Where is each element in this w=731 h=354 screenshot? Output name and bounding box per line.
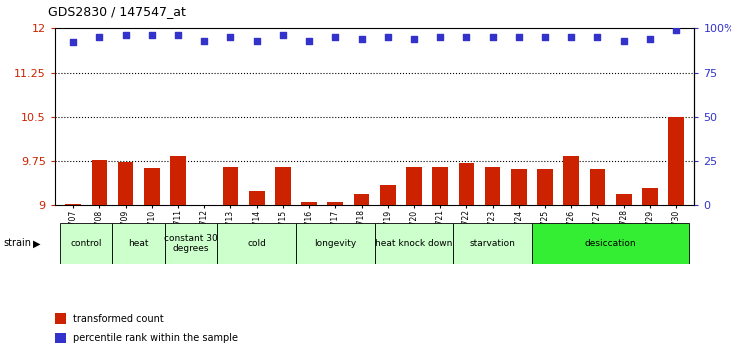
FancyBboxPatch shape (217, 223, 296, 264)
Bar (590, 169, 605, 205)
Point (408, 36, 420, 42)
Bar (380, 185, 395, 205)
Bar (432, 167, 448, 205)
Bar (249, 190, 265, 205)
Point (539, 34, 551, 40)
Bar (511, 169, 526, 205)
Text: transformed count: transformed count (73, 314, 164, 324)
Bar (170, 156, 186, 205)
Point (565, 34, 577, 40)
Text: desiccation: desiccation (585, 239, 637, 248)
Bar (275, 167, 291, 205)
Point (434, 34, 446, 40)
Bar (327, 202, 343, 205)
Point (224, 34, 236, 40)
Point (382, 34, 393, 40)
Bar (301, 202, 317, 205)
FancyBboxPatch shape (165, 223, 217, 264)
Bar (668, 117, 684, 205)
Text: longevity: longevity (314, 239, 357, 248)
Point (591, 34, 603, 40)
Point (618, 38, 629, 44)
Point (644, 36, 656, 42)
Text: heat: heat (129, 239, 149, 248)
Bar (91, 160, 107, 205)
Bar (65, 204, 81, 205)
Point (303, 38, 315, 44)
Point (487, 34, 499, 40)
Point (356, 36, 368, 42)
FancyBboxPatch shape (453, 223, 532, 264)
Text: constant 30
degrees: constant 30 degrees (164, 234, 218, 253)
Text: cold: cold (247, 239, 266, 248)
Bar (458, 163, 474, 205)
Point (277, 33, 289, 38)
Bar (642, 188, 658, 205)
Bar (537, 169, 553, 205)
Bar (223, 167, 238, 205)
Point (120, 33, 132, 38)
Bar (118, 162, 134, 205)
Point (94, 34, 105, 40)
Text: strain: strain (4, 238, 31, 249)
Text: control: control (70, 239, 102, 248)
Bar (564, 156, 579, 205)
Point (146, 33, 158, 38)
Point (513, 34, 525, 40)
Text: starvation: starvation (469, 239, 515, 248)
Point (173, 33, 184, 38)
Text: heat knock down: heat knock down (375, 239, 452, 248)
FancyBboxPatch shape (60, 223, 113, 264)
Bar (616, 194, 632, 205)
Bar (55, 333, 66, 343)
Point (670, 27, 682, 33)
Point (461, 34, 472, 40)
Bar (144, 168, 159, 205)
Point (251, 38, 262, 44)
FancyBboxPatch shape (374, 223, 453, 264)
FancyBboxPatch shape (113, 223, 165, 264)
Text: ▶: ▶ (33, 238, 40, 249)
Point (198, 38, 210, 44)
FancyBboxPatch shape (296, 223, 374, 264)
FancyBboxPatch shape (532, 223, 689, 264)
Text: GDS2830 / 147547_at: GDS2830 / 147547_at (48, 5, 186, 18)
Bar (406, 167, 422, 205)
Bar (485, 167, 501, 205)
Text: percentile rank within the sample: percentile rank within the sample (73, 333, 238, 343)
Bar (354, 194, 369, 205)
Bar (55, 313, 66, 324)
Point (67, 40, 79, 45)
Point (330, 34, 341, 40)
